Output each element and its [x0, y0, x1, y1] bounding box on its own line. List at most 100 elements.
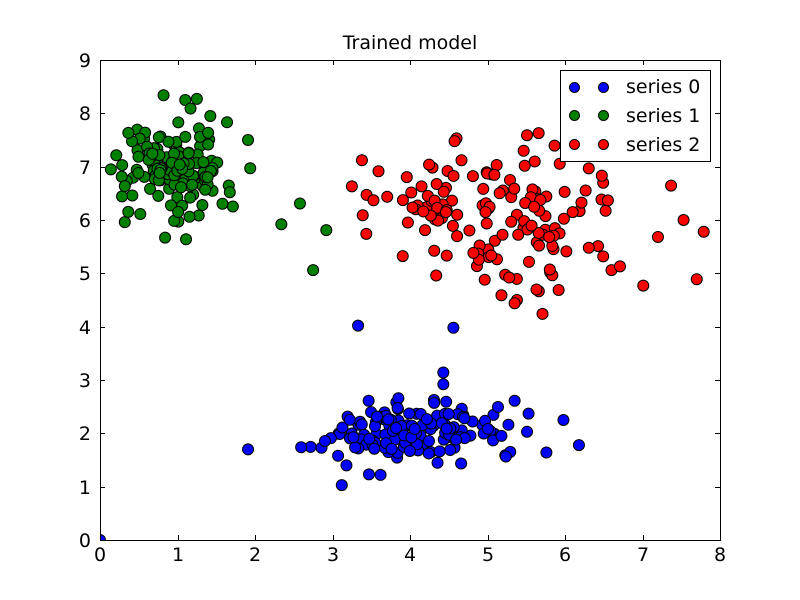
scatter-point-series-0	[390, 422, 403, 435]
scatter-point-series-2	[508, 297, 521, 310]
scatter-point-series-2	[430, 178, 443, 191]
scatter-point-series-2	[677, 214, 690, 226]
scatter-point-series-0	[572, 439, 585, 452]
scatter-point-series-2	[439, 206, 452, 219]
scatter-point-series-2	[495, 289, 508, 302]
scatter-point-series-2	[381, 190, 394, 203]
scatter-point-series-2	[496, 228, 509, 241]
legend-entry-series-0: series 0	[561, 73, 710, 101]
scatter-point-series-2	[485, 249, 498, 262]
scatter-point-series-2	[528, 200, 541, 213]
scatter-point-series-0	[370, 410, 383, 423]
y-tick-label: 0	[79, 530, 91, 552]
scatter-point-series-1	[179, 94, 192, 106]
scatter-point-series-0	[343, 413, 356, 426]
scatter-point-series-2	[401, 216, 414, 229]
scatter-point-series-1	[190, 92, 203, 105]
scatter-point-series-1	[197, 156, 210, 169]
scatter-point-series-1	[172, 205, 185, 218]
scatter-point-series-2	[355, 154, 368, 167]
scatter-point-series-2	[637, 279, 650, 292]
scatter-point-series-2	[582, 241, 595, 254]
scatter-point-series-2	[697, 225, 710, 238]
scatter-point-series-2	[430, 269, 443, 282]
legend-entry-series-1: series 1	[561, 102, 710, 130]
scatter-point-series-0	[431, 456, 444, 469]
scatter-point-series-2	[356, 209, 369, 222]
scatter-point-series-0	[508, 394, 521, 407]
scatter-point-series-0	[352, 319, 365, 332]
legend-marker-icon	[598, 81, 609, 93]
scatter-point-series-0	[403, 407, 416, 420]
scatter-point-series-2	[417, 205, 430, 218]
legend: series 0 series 1 series 2	[560, 70, 711, 162]
scatter-point-series-0	[557, 414, 570, 426]
legend-entry-series-2: series 2	[561, 131, 710, 159]
scatter-point-series-0	[347, 431, 360, 444]
scatter-point-series-1	[132, 150, 145, 163]
scatter-point-series-1	[202, 138, 215, 151]
scatter-point-series-0	[422, 435, 435, 448]
scatter-point-series-1	[183, 210, 196, 223]
scatter-point-series-2	[543, 263, 556, 276]
scatter-point-series-1	[307, 264, 320, 277]
scatter-point-series-2	[548, 139, 561, 152]
scatter-point-series-2	[521, 129, 534, 142]
scatter-point-series-2	[396, 250, 409, 263]
scatter-point-series-1	[157, 89, 170, 102]
legend-marker-icon	[569, 110, 580, 122]
scatter-point-series-2	[533, 239, 546, 252]
scatter-point-series-2	[512, 228, 525, 241]
scatter-point-series-2	[488, 168, 501, 181]
y-tick-label: 4	[79, 317, 91, 339]
legend-marker-icon	[569, 139, 580, 151]
scatter-point-series-1	[144, 182, 157, 195]
scatter-point-series-1	[122, 205, 135, 218]
scatter-point-series-2	[518, 159, 531, 172]
scatter-point-series-2	[597, 250, 610, 263]
scatter-point-series-0	[242, 443, 255, 456]
scatter-point-series-0	[428, 396, 441, 409]
scatter-point-series-1	[221, 116, 234, 129]
scatter-point-series-1	[184, 102, 197, 115]
scatter-point-series-0	[458, 412, 471, 425]
x-tick-label: 0	[94, 544, 106, 566]
scatter-point-series-1	[182, 147, 195, 160]
scatter-point-series-1	[320, 224, 333, 237]
scatter-point-series-2	[517, 144, 530, 157]
legend-marker-icon	[569, 81, 580, 93]
scatter-points-layer	[100, 89, 710, 540]
scatter-point-series-2	[490, 159, 503, 172]
scatter-point-series-2	[651, 230, 664, 243]
scatter-point-series-0	[363, 432, 376, 445]
scatter-point-series-1	[186, 178, 199, 191]
scatter-point-series-2	[440, 249, 453, 262]
scatter-point-series-1	[180, 233, 193, 246]
scatter-point-series-2	[493, 187, 506, 200]
scatter-point-series-2	[560, 245, 573, 258]
scatter-point-series-2	[477, 182, 490, 195]
x-tick-label: 2	[249, 544, 261, 566]
scatter-point-series-0	[391, 402, 404, 414]
scatter-point-series-2	[372, 165, 385, 178]
scatter-point-series-0	[499, 450, 512, 463]
scatter-point-series-2	[360, 227, 373, 240]
scatter-point-series-0	[420, 413, 433, 426]
scatter-point-series-1	[116, 190, 129, 203]
chart-title: Trained model	[342, 32, 478, 54]
scatter-point-series-2	[522, 255, 535, 268]
scatter-point-series-1	[132, 167, 145, 179]
scatter-point-series-0	[422, 447, 435, 460]
y-tick-label: 9	[79, 50, 91, 72]
y-tick-label: 2	[79, 423, 91, 445]
scatter-point-series-2	[423, 158, 436, 171]
scatter-point-series-0	[362, 468, 375, 481]
scatter-point-series-1	[242, 134, 255, 146]
scatter-point-series-2	[536, 307, 549, 320]
scatter-point-series-1	[223, 186, 236, 199]
scatter-point-series-0	[332, 449, 345, 462]
scatter-point-series-0	[437, 378, 450, 391]
scatter-point-series-0	[295, 441, 308, 454]
scatter-point-series-2	[599, 204, 612, 217]
